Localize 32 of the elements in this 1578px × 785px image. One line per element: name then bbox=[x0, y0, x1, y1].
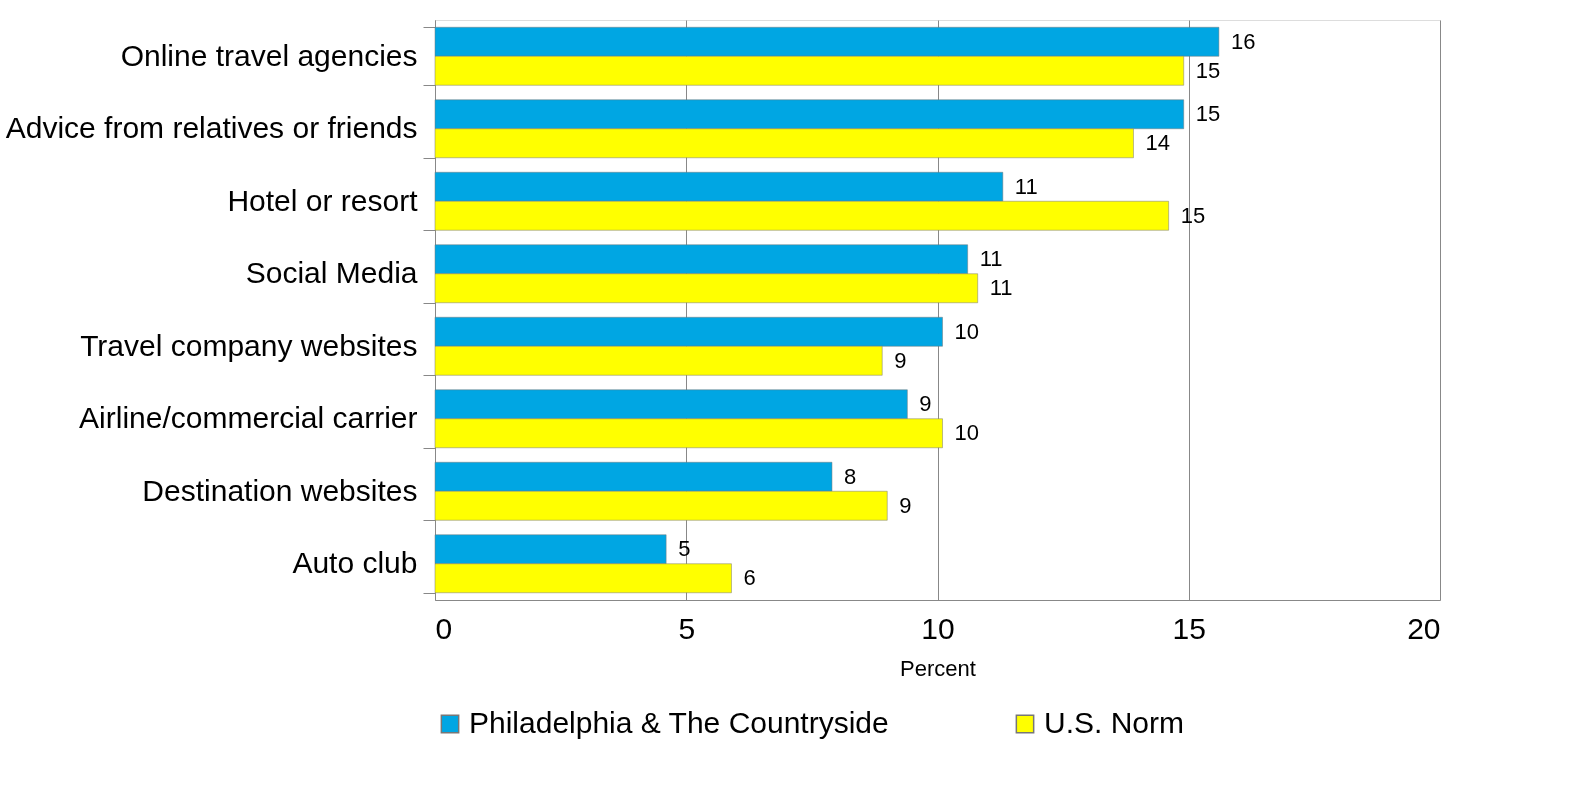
data-label: 9 bbox=[899, 492, 912, 518]
data-label: 9 bbox=[919, 391, 932, 417]
x-tick-label: 15 bbox=[1172, 611, 1206, 645]
data-label: 10 bbox=[954, 420, 980, 446]
x-tick-label: 0 bbox=[435, 611, 453, 645]
y-tick-label: Airline/commercial carrier bbox=[79, 401, 418, 435]
x-tick-label: 20 bbox=[1407, 611, 1441, 645]
y-tick-label: Auto club bbox=[292, 546, 418, 580]
data-label: 11 bbox=[989, 275, 1013, 301]
data-label: 10 bbox=[954, 318, 980, 344]
data-label: 15 bbox=[1180, 202, 1206, 228]
data-label: 11 bbox=[979, 246, 1003, 272]
data-label: 9 bbox=[894, 347, 907, 373]
y-tick-label: Destination websites bbox=[142, 473, 418, 507]
data-label: 5 bbox=[678, 536, 691, 562]
data-label: 6 bbox=[743, 565, 756, 591]
x-axis-title: Percent bbox=[900, 655, 976, 681]
data-label: 16 bbox=[1230, 28, 1256, 54]
x-tick-label: 10 bbox=[921, 611, 955, 645]
y-tick-label: Travel company websites bbox=[80, 328, 418, 362]
y-tick-label: Social Media bbox=[245, 256, 418, 290]
data-label: 15 bbox=[1195, 101, 1221, 127]
y-tick-label: Online travel agencies bbox=[120, 38, 418, 72]
data-label: 15 bbox=[1195, 57, 1221, 83]
y-tick-label: Hotel or resort bbox=[227, 183, 419, 217]
y-tick-label: Advice from relatives or friends bbox=[5, 111, 418, 145]
data-label: 11 bbox=[1014, 173, 1038, 199]
data-label: 14 bbox=[1145, 130, 1170, 156]
x-tick-label: 5 bbox=[678, 611, 696, 645]
legend-label: Philadelphia & The Countryside bbox=[469, 706, 889, 739]
legend-label: U.S. Norm bbox=[1044, 706, 1185, 739]
data-label: 8 bbox=[843, 463, 857, 489]
